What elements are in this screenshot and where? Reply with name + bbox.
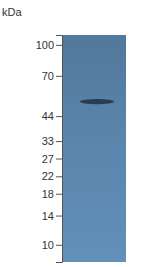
- chart: 100 70 44 33 27 22 18 14 10 kDa: [0, 0, 150, 267]
- tick-mark: [56, 245, 62, 246]
- tick-label: 18: [42, 188, 54, 200]
- membrane: [62, 35, 126, 262]
- tick: 27: [42, 153, 62, 165]
- tick-mark: [56, 76, 62, 77]
- tick: 70: [42, 70, 62, 82]
- tick-mark: [56, 116, 62, 117]
- tick-mark: [56, 141, 62, 142]
- tick: 100: [36, 39, 62, 51]
- tick-mark: [56, 216, 62, 217]
- tick-mark: [56, 159, 62, 160]
- tick-label: 70: [42, 70, 54, 82]
- tick-mark: [56, 194, 62, 195]
- tick-label: 44: [42, 110, 54, 122]
- tick-label: 10: [42, 239, 54, 251]
- tick: 22: [42, 170, 62, 182]
- band: [80, 99, 114, 104]
- tick-label: 100: [36, 39, 54, 51]
- tick-mark: [56, 45, 62, 46]
- tick-label: 14: [42, 210, 54, 222]
- tick-label: 33: [42, 135, 54, 147]
- y-axis: 100 70 44 33 27 22 18 14 10: [36, 36, 63, 263]
- tick: 14: [42, 210, 62, 222]
- tick: 10: [42, 239, 62, 251]
- bands: [80, 99, 114, 104]
- tick: 44: [42, 110, 62, 122]
- tick: 18: [42, 188, 62, 200]
- y-axis-title: kDa: [2, 6, 22, 18]
- tick-mark: [56, 176, 62, 177]
- axis-line: [56, 36, 63, 263]
- tick: 33: [42, 135, 62, 147]
- tick-label: 22: [42, 170, 54, 182]
- tick-label: 27: [42, 153, 54, 165]
